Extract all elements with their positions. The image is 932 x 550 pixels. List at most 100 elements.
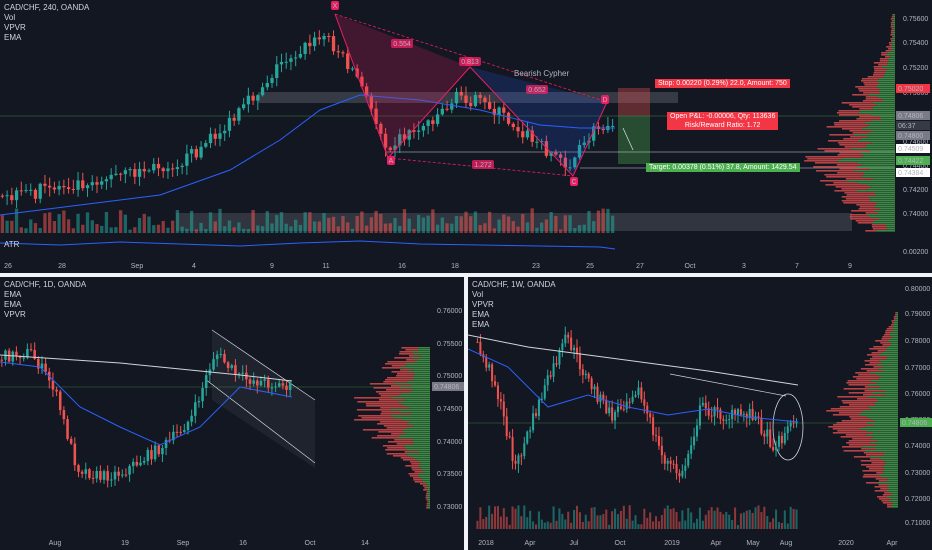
volume-bar [241,228,246,233]
vpvr-bar-buy [883,366,898,368]
ema-slow [468,334,799,386]
vpvr-bar-sell [879,60,889,62]
volume-bar [208,212,213,233]
vpvr-bar-sell [399,351,413,353]
indicator-ema[interactable]: EMA [472,310,490,319]
indicator-vpvr[interactable]: VPVR [4,23,26,32]
candle-body [445,108,449,110]
candle-body [525,130,530,138]
candle-body [57,186,61,190]
vpvr-bar-buy [857,182,895,184]
indicator-vpvr[interactable]: VPVR [4,310,26,319]
candle-body [274,386,277,388]
chart-canvas-4h[interactable]: XABCD0.5540.8130.6521.2720.756000.754000… [0,0,932,273]
chart-panel-1w[interactable]: 0.800000.790000.780000.770000.760000.750… [468,277,932,550]
candle-body [104,179,109,182]
vpvr-bar-buy [885,464,898,466]
candle-body [412,130,416,132]
vpvr-bar-buy [428,503,430,505]
vpvr-bar-buy [411,357,430,359]
vpvr-bar-buy [890,56,895,58]
indicator-vol[interactable]: Vol [472,290,484,299]
vpvr-bar-sell [424,487,428,489]
volume-bar [275,215,279,233]
candle-body [763,433,766,437]
candle-body [252,380,255,384]
vpvr-bar-sell [848,384,869,386]
candle-body [675,464,678,474]
candle-body [364,86,369,96]
chart-panel-4h[interactable]: XABCD0.5540.8130.6521.2720.756000.754000… [0,0,932,273]
volume-bar [393,217,397,233]
vpvr-bar-sell [871,352,882,354]
volume-bar [719,511,722,529]
vpvr-bar-sell [386,389,414,391]
vpvr-bar-sell [832,432,873,434]
candle-body [37,358,40,369]
candle-body [350,68,355,70]
vpvr-bar-sell [832,414,859,416]
vpvr-bar-sell [860,460,885,462]
indicator-ema-2[interactable]: EMA [472,320,490,329]
panel-divider-horizontal[interactable] [0,273,932,277]
volume-bar [24,228,28,233]
indicator-ema[interactable]: EMA [4,33,22,42]
vpvr-bar-buy [399,387,430,389]
vpvr-bar-sell [841,400,878,402]
target-label[interactable]: Target: 0.00378 (0.51%) 37.8, Amount: 14… [646,163,800,172]
pnl-box[interactable]: Open P&L: -0.00006, Qty: 113636 Risk/Rew… [667,112,779,130]
price-axis-tick: 0.74400 [903,163,928,170]
vpvr-bar-buy [861,138,895,140]
indicator-vol[interactable]: Vol [4,13,16,22]
candle-body [611,407,614,421]
candle-body [189,149,194,154]
vpvr-bar-sell [855,220,875,222]
symbol-label[interactable]: CAD/CHF, 240, OANDA [4,3,90,12]
atr-label[interactable]: ATR [4,240,20,249]
candle-body [529,430,532,432]
vpvr-bar-buy [890,50,895,52]
symbol-label[interactable]: CAD/CHF, 1W, OANDA [472,280,556,289]
volume-bar [104,211,109,233]
stop-label[interactable]: Stop: 0.00220 (0.29%) 22.0, Amount: 750 [655,79,790,88]
vpvr-bar-sell [815,170,855,172]
volume-bar [757,505,760,529]
candle-body [298,54,303,58]
vpvr-bar-buy [883,454,898,456]
candle-body [241,104,246,109]
volume-bar [483,223,487,233]
vpvr-bar-sell [839,168,869,170]
candle-body [38,183,42,199]
panel-divider-vertical[interactable] [464,277,468,550]
candle-body [161,168,165,172]
indicator-vpvr[interactable]: VPVR [472,300,494,309]
candle-body [532,413,535,431]
indicator-ema-2[interactable]: EMA [4,300,22,309]
vpvr-bar-sell [849,216,870,218]
candle-body [640,387,643,400]
vpvr-bar-buy [892,18,895,20]
volume-bar [100,225,104,233]
vpvr-bar-buy [413,439,430,441]
vpvr-bar-sell [380,395,399,397]
time-axis-tick: Aug [780,540,793,547]
vpvr-bar-sell [863,394,885,396]
candle-body [232,117,236,121]
volume-bar [660,515,663,529]
price-tag: 06:37 [898,123,916,130]
candle-body [180,165,184,168]
price-tag-bg [900,418,932,427]
volume-bar [769,522,772,529]
risk-reward-label: Risk/Reward Ratio: 1.72 [684,122,761,129]
chart-canvas-1w[interactable]: 0.800000.790000.780000.770000.760000.750… [468,277,932,550]
chart-canvas-1d[interactable]: 0.76000 0.75500 0.75000 0.74500 0.74000 0.735… [0,277,464,550]
volume-bar [795,509,798,529]
volume-bar [412,228,416,233]
vpvr-bar-buy [883,468,898,470]
vpvr-bar-sell [826,176,863,178]
indicator-ema[interactable]: EMA [4,290,22,299]
vpvr-bar-sell [838,114,871,116]
chart-panel-1d[interactable]: 0.76000 0.75500 0.75000 0.74500 0.74000 0.735… [0,277,464,550]
candle-body [77,465,80,472]
symbol-label[interactable]: CAD/CHF, 1D, OANDA [4,280,87,289]
